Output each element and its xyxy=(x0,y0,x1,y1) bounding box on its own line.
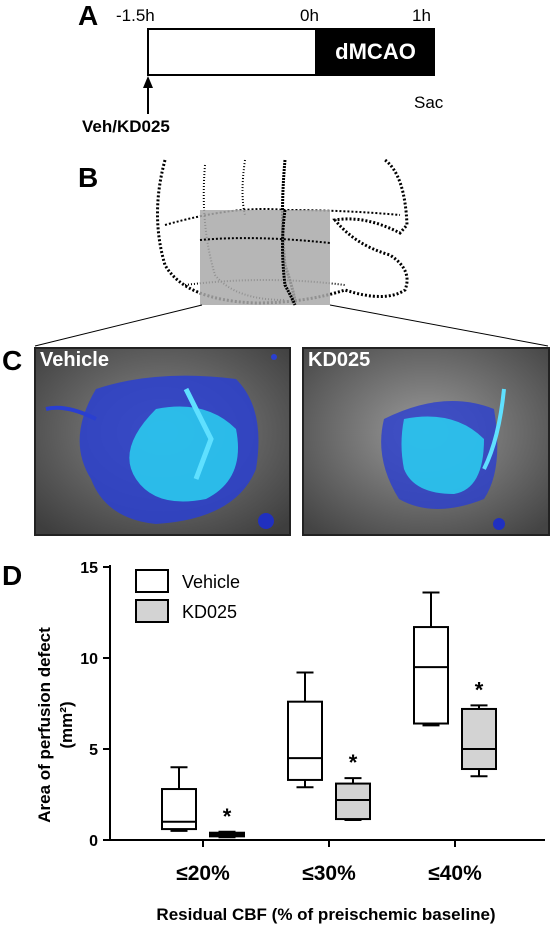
box-kd025 xyxy=(461,707,497,771)
legend-swatch-vehicle xyxy=(135,569,169,593)
kd025-perfusion-image: KD025 xyxy=(302,347,550,536)
treatment-arrow xyxy=(143,76,153,114)
y-axis-title-line1: Area of perfusion defect xyxy=(35,627,54,823)
panel-c-letter: C xyxy=(2,345,23,376)
x-tick-label: ≤40% xyxy=(428,862,482,885)
y-tick-label: 0 xyxy=(89,833,98,850)
imaging-window xyxy=(200,210,330,305)
x-tick-label: ≤20% xyxy=(176,862,230,885)
significance-asterisk: * xyxy=(223,804,232,829)
significance-asterisk: * xyxy=(475,677,484,702)
skull-schematic xyxy=(156,158,409,306)
box-kd025 xyxy=(335,782,371,821)
box-plot-chart: Area of perfusion defect (mm²) 0 5 10 15 ≤20… xyxy=(35,560,545,924)
box-vehicle xyxy=(161,788,197,831)
box-vehicle xyxy=(413,626,449,725)
y-axis-title-line2: (mm²) xyxy=(57,701,76,748)
vehicle-perfusion-image: Vehicle xyxy=(34,347,291,536)
vehicle-image-label: Vehicle xyxy=(40,349,109,371)
dmcao-bar: dMCAO xyxy=(316,28,435,76)
y-tick-label: 15 xyxy=(80,560,98,577)
pretreatment-bar xyxy=(147,28,317,76)
dmcao-label: dMCAO xyxy=(335,39,416,64)
y-tick-label: 5 xyxy=(89,742,98,759)
time-start-label: -1.5h xyxy=(116,6,155,25)
y-tick-label: 10 xyxy=(80,651,98,668)
panel-d-letter: D xyxy=(2,560,23,591)
treatment-label: Veh/KD025 xyxy=(82,117,170,136)
panel-b-letter: B xyxy=(78,162,99,193)
significance-asterisk: * xyxy=(349,750,358,775)
panel-a-letter: A xyxy=(78,0,99,31)
time-end-label: 1h xyxy=(412,6,431,25)
legend-label-kd025: KD025 xyxy=(182,602,237,622)
legend-label-vehicle: Vehicle xyxy=(182,572,240,592)
sac-label: Sac xyxy=(414,93,444,112)
x-axis-title: Residual CBF (% of preischemic baseline) xyxy=(156,905,495,924)
kd025-image-label: KD025 xyxy=(308,349,371,371)
box-vehicle xyxy=(287,700,323,781)
x-tick-label: ≤30% xyxy=(302,862,356,885)
legend-swatch-kd025 xyxy=(135,599,169,623)
projection-lines xyxy=(34,304,549,347)
time-zero-label: 0h xyxy=(300,6,319,25)
